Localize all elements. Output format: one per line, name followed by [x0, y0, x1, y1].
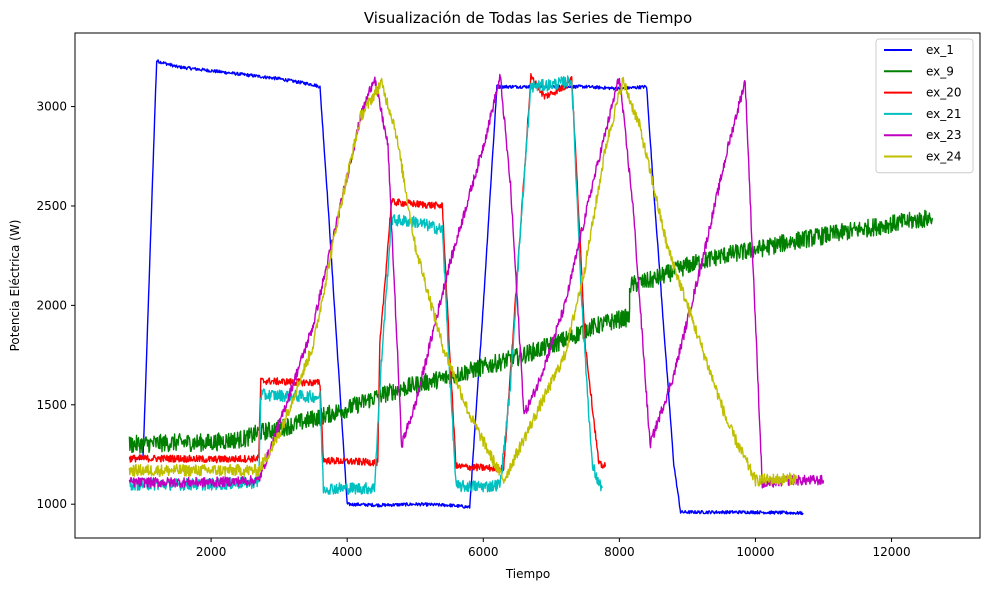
- y-axis-title: Potencia Eléctrica (W): [8, 220, 22, 352]
- plot-series: [128, 59, 934, 516]
- y-tick-label: 2000: [36, 298, 67, 312]
- plot-frame: [74, 32, 981, 539]
- x-tick-label: 4000: [332, 545, 363, 559]
- series-line-ex-23: [128, 73, 825, 489]
- x-tick-label: 8000: [604, 545, 635, 559]
- legend-label: ex_21: [926, 107, 962, 121]
- series-line-ex-21: [128, 75, 603, 495]
- x-tick-label: 10000: [736, 545, 774, 559]
- x-tick-label: 2000: [196, 545, 227, 559]
- legend-label: ex_1: [926, 43, 954, 57]
- x-axis-title: Tiempo: [505, 567, 550, 581]
- y-axis: 1000 1500 2000 2500 3000: [36, 100, 75, 511]
- x-tick-label: 12000: [872, 545, 910, 559]
- legend-label: ex_20: [926, 86, 962, 100]
- legend-label: ex_24: [926, 150, 962, 164]
- y-tick-label: 1000: [36, 497, 67, 511]
- series-line-ex-9: [128, 209, 934, 454]
- legend-label: ex_9: [926, 64, 954, 78]
- y-tick-label: 3000: [36, 100, 67, 114]
- series-line-ex-1: [128, 59, 804, 516]
- y-tick-label: 2500: [36, 199, 67, 213]
- legend: ex_1 ex_9 ex_20 ex_21 ex_23 ex_24: [875, 38, 974, 174]
- series-line-ex-24: [128, 76, 797, 487]
- x-axis: 2000 4000 6000 8000 10000 12000: [196, 538, 911, 559]
- chart-title: Visualización de Todas las Series de Tie…: [364, 9, 692, 27]
- legend-box: [875, 38, 974, 174]
- y-tick-label: 1500: [36, 398, 67, 412]
- x-tick-label: 6000: [468, 545, 499, 559]
- legend-label: ex_23: [926, 128, 962, 142]
